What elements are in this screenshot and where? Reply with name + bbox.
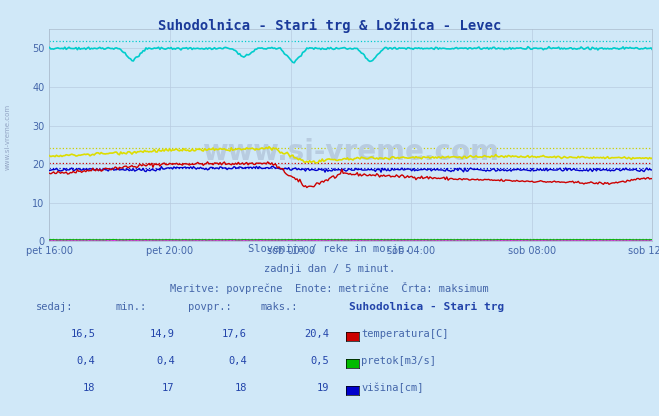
Text: 16,5: 16,5 (71, 329, 96, 339)
Text: Slovenija / reke in morje.: Slovenija / reke in morje. (248, 244, 411, 254)
Text: min.:: min.: (115, 302, 146, 312)
Text: 14,9: 14,9 (150, 329, 175, 339)
Text: 0,4: 0,4 (156, 356, 175, 366)
Text: Suhodolnica - Stari trg: Suhodolnica - Stari trg (349, 302, 505, 312)
Text: 20,4: 20,4 (304, 329, 330, 339)
Text: 0,4: 0,4 (77, 356, 96, 366)
Text: povpr.:: povpr.: (188, 302, 231, 312)
Text: www.si-vreme.com: www.si-vreme.com (5, 104, 11, 170)
Text: Suhodolnica - Stari trg & Ložnica - Levec: Suhodolnica - Stari trg & Ložnica - Leve… (158, 19, 501, 33)
Text: 18: 18 (83, 383, 96, 393)
Text: www.si-vreme.com: www.si-vreme.com (202, 138, 500, 166)
Text: Meritve: povprečne  Enote: metrične  Črta: maksimum: Meritve: povprečne Enote: metrične Črta:… (170, 282, 489, 294)
Text: temperatura[C]: temperatura[C] (361, 329, 449, 339)
Text: 0,4: 0,4 (229, 356, 247, 366)
Text: 17,6: 17,6 (222, 329, 247, 339)
Text: sedaj:: sedaj: (36, 302, 74, 312)
Text: 0,5: 0,5 (311, 356, 330, 366)
Text: 18: 18 (235, 383, 247, 393)
Text: pretok[m3/s]: pretok[m3/s] (361, 356, 436, 366)
Text: višina[cm]: višina[cm] (361, 383, 424, 393)
Text: 19: 19 (317, 383, 330, 393)
Text: 17: 17 (162, 383, 175, 393)
Text: zadnji dan / 5 minut.: zadnji dan / 5 minut. (264, 264, 395, 274)
Text: maks.:: maks.: (260, 302, 298, 312)
